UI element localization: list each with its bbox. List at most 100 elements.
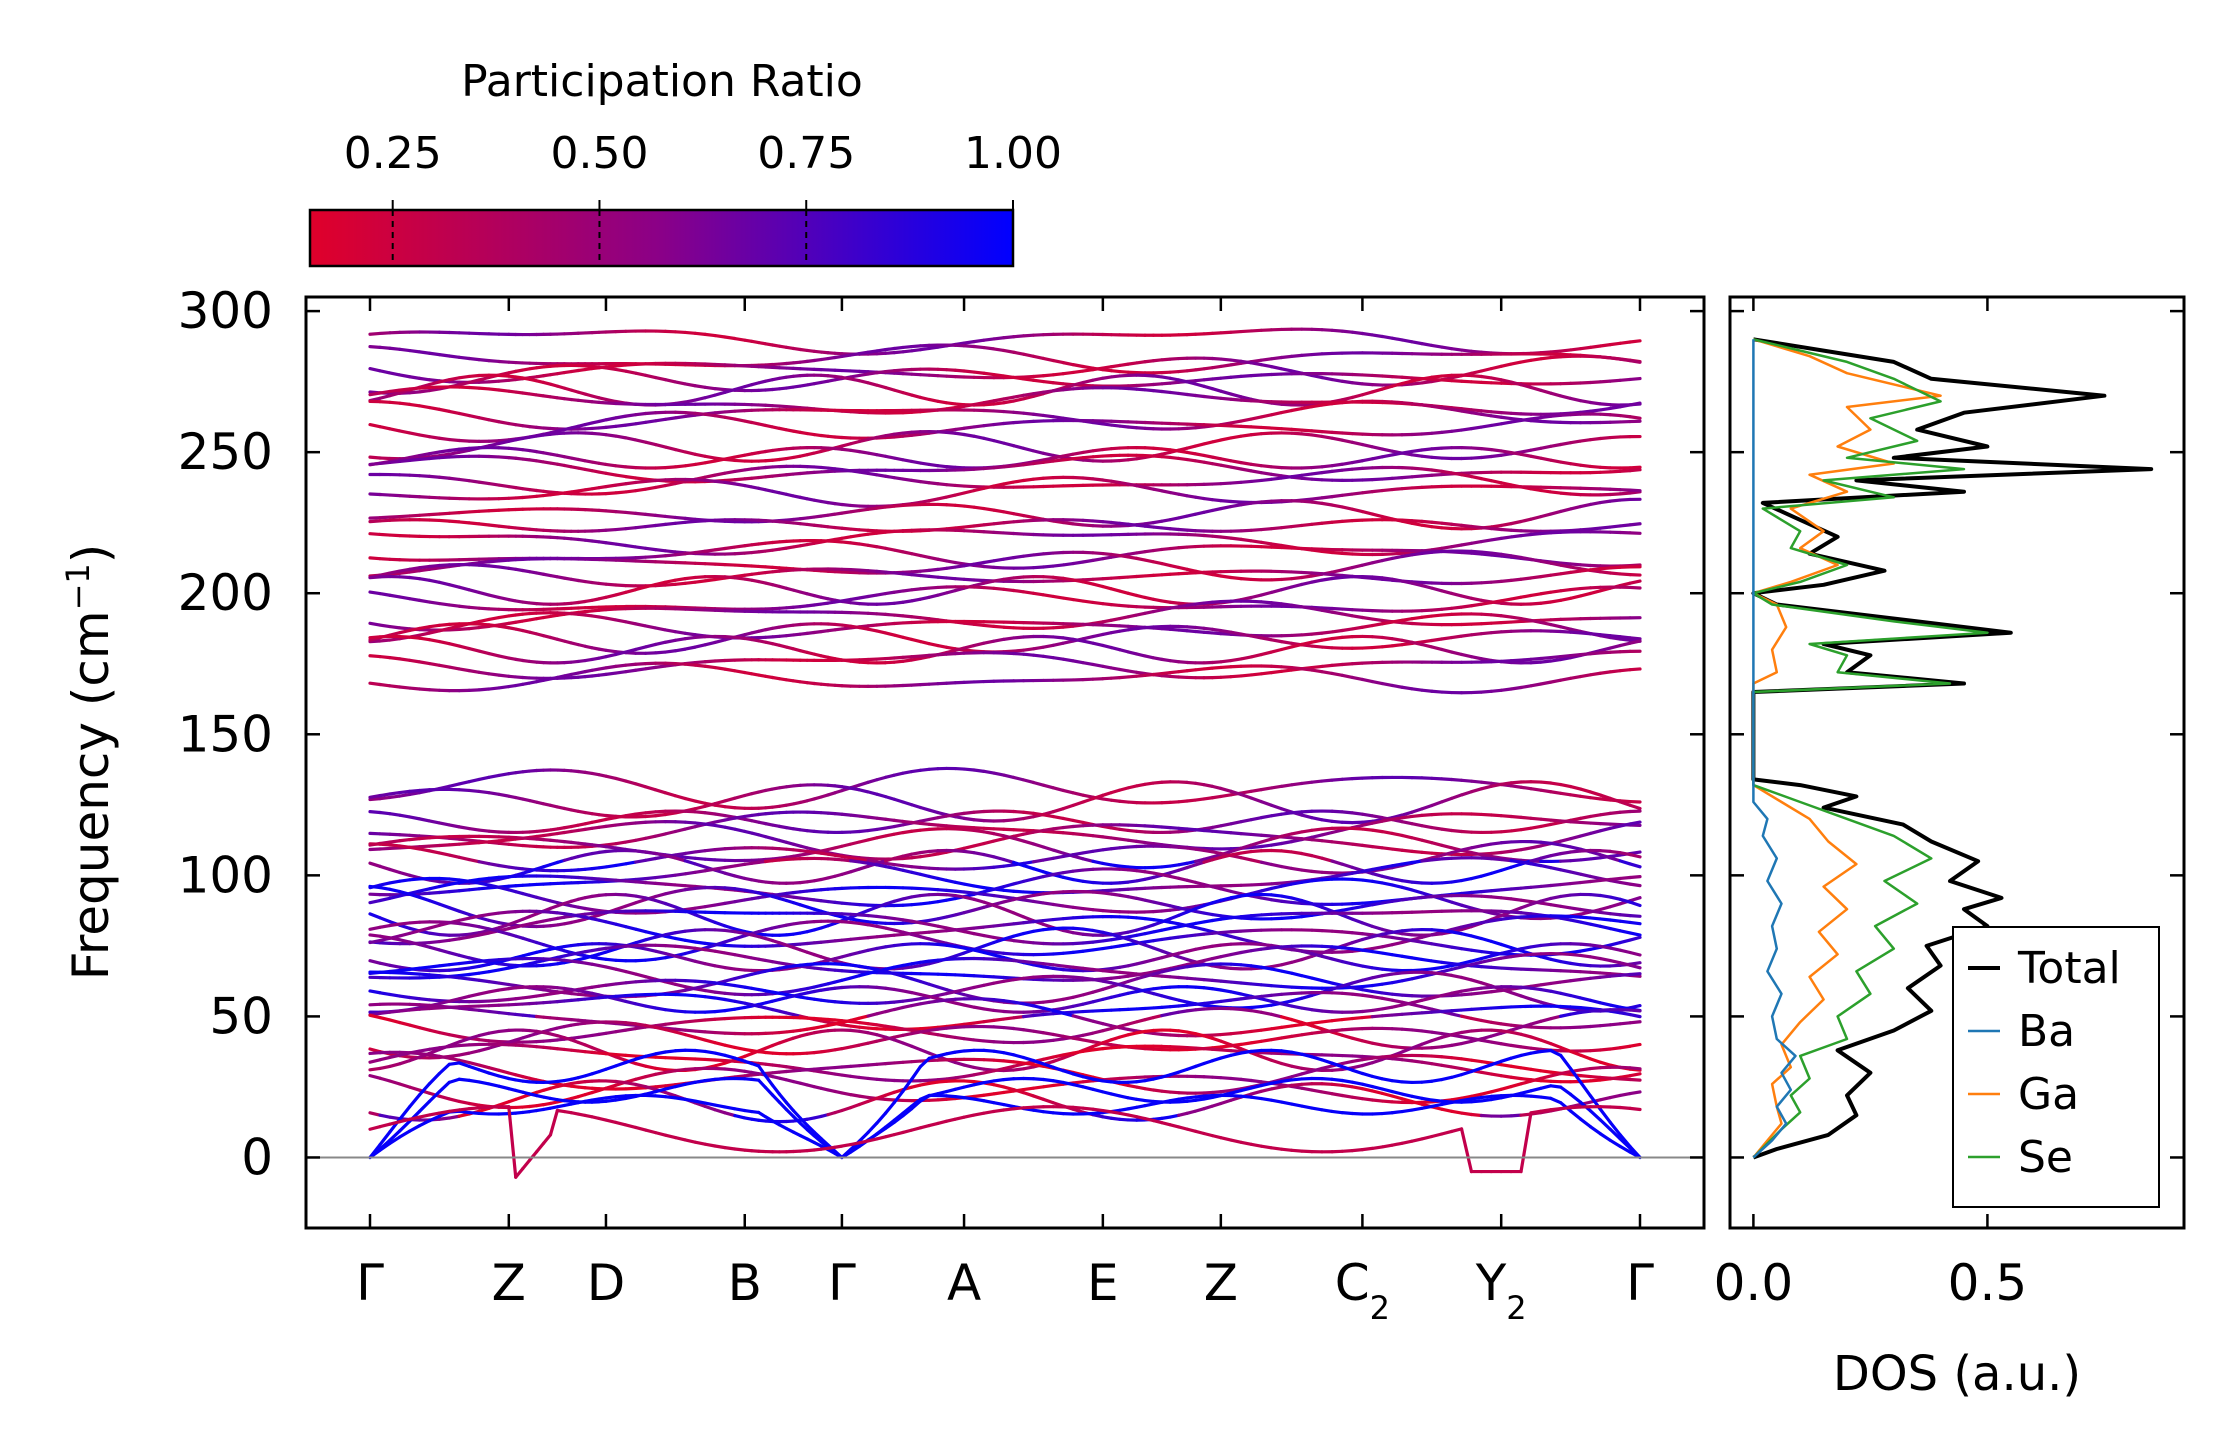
phonon-band: [1489, 551, 1503, 556]
phonon-band: [1259, 471, 1273, 476]
phonon-band: [1430, 343, 1444, 349]
phonon-band: [1051, 381, 1065, 386]
phonon-band: [1450, 543, 1464, 549]
phonon-band: [1450, 379, 1464, 383]
phonon-band: [1360, 382, 1374, 387]
phonon-band: [673, 380, 687, 386]
phonon-band: [437, 564, 451, 570]
phonon-band: [644, 411, 658, 416]
phonon-band: [1549, 413, 1563, 418]
phonon-band: [437, 448, 451, 454]
phonon-band: [1479, 550, 1493, 555]
phonon-band: [1608, 405, 1622, 411]
phonon-band: [1091, 632, 1105, 639]
phonon-band: [1608, 356, 1622, 361]
phonon-band: [1340, 505, 1354, 511]
phonon-band: [1021, 333, 1036, 338]
phonon-band: [1340, 379, 1354, 385]
phonon-band: [427, 387, 441, 393]
phonon-band: [1021, 553, 1036, 558]
phonon-band: [1420, 447, 1434, 452]
phonon-band: [972, 563, 986, 569]
phonon-band: [1608, 492, 1622, 497]
phonon-band: [437, 436, 451, 442]
phonon-band: [388, 391, 402, 398]
phonon-band: [1290, 473, 1304, 479]
phonon-band: [1628, 339, 1642, 344]
phonon-band: [467, 446, 481, 450]
phonon-band: [653, 513, 668, 519]
phonon-band: [1249, 478, 1263, 484]
phonon-band: [1410, 466, 1424, 471]
phonon-band: [1519, 383, 1533, 390]
phonon-band: [497, 446, 511, 450]
phonon-band: [1239, 433, 1253, 438]
phonon-band: [1071, 380, 1085, 387]
phonon-band: [378, 394, 392, 400]
phonon-band: [1269, 542, 1284, 548]
phonon-band: [1489, 523, 1503, 529]
phonon-band: [982, 399, 996, 405]
phonon-band: [467, 521, 481, 526]
phonon-band: [1239, 395, 1253, 401]
phonon-band: [1430, 613, 1444, 618]
phonon-band: [972, 370, 986, 375]
phonon-band: [982, 345, 996, 351]
phonon-band: [1529, 592, 1543, 598]
phonon-band: [1061, 387, 1075, 392]
phonon-band: [1569, 462, 1583, 467]
phonon-band: [417, 456, 432, 461]
phonon-band: [604, 593, 618, 599]
phonon-band: [427, 566, 441, 571]
phonon-band: [1489, 453, 1503, 459]
phonon-band: [1509, 577, 1523, 582]
phonon-band: [1259, 499, 1273, 504]
phonon-band: [604, 509, 618, 514]
phonon-band: [1051, 563, 1065, 568]
phonon-band: [1420, 608, 1434, 613]
phonon-band: [1410, 381, 1424, 386]
phonon-band: [992, 347, 1006, 353]
phonon-band: [1290, 427, 1304, 432]
phonon-band: [1239, 537, 1253, 543]
phonon-band: [624, 588, 638, 594]
phonon-band: [388, 624, 402, 630]
phonon-band: [1459, 348, 1474, 353]
phonon-band: [477, 560, 491, 565]
phonon-band: [723, 545, 737, 551]
phonon-band: [1390, 554, 1404, 561]
phonon-band: [604, 462, 618, 468]
phonon-band: [673, 581, 687, 586]
phonon-band: [683, 550, 697, 556]
phonon-band: [417, 513, 432, 517]
phonon-band: [1390, 336, 1404, 342]
phonon-band: [457, 627, 471, 632]
phonon-band: [1330, 610, 1344, 616]
phonon-band: [1569, 586, 1583, 592]
phonon-band: [1300, 402, 1314, 407]
phonon-band: [683, 411, 697, 415]
phonon-band: [1489, 479, 1503, 485]
phonon-band: [1499, 614, 1513, 619]
phonon-band: [1539, 559, 1553, 565]
phonon-band: [1380, 576, 1394, 581]
phonon-band: [1539, 444, 1553, 450]
phonon-band: [398, 455, 412, 462]
phonon-band: [378, 425, 392, 431]
phonon-band: [1489, 448, 1503, 453]
phonon-band: [1259, 425, 1273, 430]
phonon-band: [477, 649, 491, 656]
phonon-band: [1420, 379, 1434, 385]
phonon-band: [1539, 414, 1553, 420]
phonon-band: [447, 409, 461, 416]
phonon-band: [992, 521, 1006, 526]
phonon-band: [604, 491, 618, 496]
phonon-band: [614, 509, 628, 515]
phonon-band: [1390, 551, 1404, 556]
phonon-band: [1618, 523, 1632, 528]
phonon-band: [1330, 401, 1344, 406]
phonon-band: [1549, 622, 1563, 629]
phonon-band: [634, 555, 648, 560]
phonon-band: [1249, 328, 1263, 333]
phonon-band: [1061, 452, 1075, 458]
